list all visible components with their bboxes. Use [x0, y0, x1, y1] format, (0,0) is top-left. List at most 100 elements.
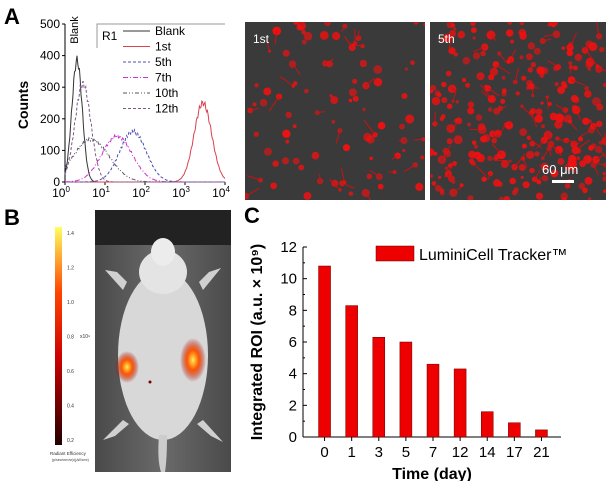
cell-process [266, 39, 271, 52]
cell [476, 154, 485, 163]
series-line-10th [64, 136, 225, 183]
cell-process [543, 33, 557, 37]
cell [495, 130, 500, 135]
cell [329, 94, 333, 98]
scale-bar-label: 60 μm [542, 162, 579, 177]
cell [467, 107, 475, 115]
image-label-5th: 5th [438, 32, 455, 46]
bar-day-14 [480, 411, 494, 438]
cell [439, 190, 445, 196]
cell-process [539, 177, 546, 180]
legend-label: 1st [155, 40, 172, 54]
legend-label: 7th [155, 71, 172, 85]
cell [522, 181, 530, 189]
signal-spot-right [180, 338, 206, 382]
cell-process [344, 35, 353, 48]
cell [557, 158, 565, 165]
cell [539, 37, 546, 44]
cells-image-1st [242, 16, 427, 209]
cell [331, 179, 339, 187]
cell-process [391, 155, 398, 160]
cell [525, 53, 533, 61]
cell [552, 65, 560, 72]
cell [501, 91, 507, 97]
bar-day-7 [426, 363, 440, 438]
colorbar-tick-label: 1.0 [67, 300, 74, 306]
cell [563, 114, 573, 123]
cell [263, 87, 272, 96]
cell-process [292, 63, 301, 76]
cell [470, 27, 477, 34]
cell [587, 197, 592, 201]
cell [254, 83, 259, 88]
cell-process [274, 30, 278, 45]
cell [410, 60, 415, 66]
cell [512, 79, 518, 85]
cell [567, 76, 576, 85]
cell [359, 59, 368, 68]
cell-process [508, 120, 512, 126]
cell [518, 28, 527, 37]
legend-label: Blank [155, 24, 186, 38]
cell-process [566, 139, 580, 144]
cell-process [341, 26, 346, 33]
cell [526, 150, 535, 159]
x-tick-label: 1 [347, 444, 355, 461]
y-tick-label: 500 [40, 17, 60, 31]
image-label-1st: 1st [253, 32, 270, 46]
x-tick-label: 101 [92, 185, 110, 200]
cell [603, 189, 607, 194]
y-axis-label: Counts [15, 81, 31, 129]
cell-process [404, 164, 416, 173]
x-axis-label: Time (day) [392, 466, 472, 481]
cell [564, 183, 571, 189]
cell [481, 176, 487, 182]
cell [259, 98, 268, 107]
cell [263, 147, 272, 156]
cell [431, 181, 437, 186]
legend-label: LuminiCell Tracker™ [419, 247, 567, 264]
cell [429, 84, 437, 92]
cell [273, 26, 278, 31]
x-tick-label: 100 [52, 185, 70, 200]
cell-process [550, 143, 563, 157]
cell [584, 85, 589, 91]
cell [275, 93, 283, 100]
cell [520, 175, 524, 179]
cell [578, 182, 586, 190]
cell [487, 107, 493, 112]
cell [453, 52, 458, 57]
cell [465, 82, 471, 88]
cell [319, 31, 329, 40]
cell-process [481, 91, 492, 100]
y-axis-label: Integrated ROI (a.u. × 10⁹) [249, 244, 266, 441]
cell [434, 90, 441, 97]
y-tick-label: 200 [40, 112, 60, 126]
cell [242, 192, 250, 200]
cell [484, 84, 488, 89]
cell [471, 140, 477, 145]
cell [304, 88, 309, 94]
cell [348, 98, 353, 103]
cell [467, 122, 472, 127]
cell [472, 52, 481, 60]
cell [515, 91, 520, 96]
cell [476, 72, 485, 81]
cell-process [578, 129, 592, 138]
cell [590, 143, 597, 149]
cell-process [542, 38, 552, 42]
cell [448, 163, 453, 168]
cell [493, 156, 498, 162]
cell [446, 103, 453, 110]
cell-process [369, 170, 380, 178]
x-tick-label: 102 [132, 185, 150, 200]
x-tick-exponent: 0 [65, 185, 70, 194]
cell-process [490, 34, 497, 41]
panel-label-b: B [4, 205, 20, 230]
cell [440, 38, 444, 42]
cell [311, 151, 320, 160]
legend-label: 10th [155, 86, 178, 100]
cell-process [279, 76, 294, 87]
panel-label-c: C [244, 203, 260, 228]
cell [316, 177, 324, 185]
